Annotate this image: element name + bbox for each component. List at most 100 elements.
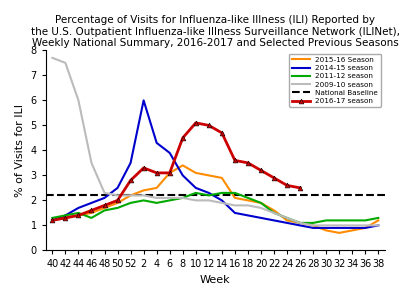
2015-16 Season: [141, 189, 146, 192]
2015-16 Season: [246, 199, 250, 202]
2011-12 season: [272, 211, 276, 215]
2009-10 season: [115, 194, 120, 197]
2011-12 season: [324, 219, 328, 222]
2014-15 season: [167, 151, 172, 155]
Line: 2011-12 season: 2011-12 season: [52, 193, 378, 223]
2009-10 season: [376, 224, 381, 227]
2009-10 season: [50, 56, 55, 60]
2014-15 season: [206, 191, 211, 195]
2014-15 season: [180, 174, 185, 177]
X-axis label: Week: Week: [200, 275, 231, 285]
2015-16 Season: [258, 201, 263, 205]
2011-12 season: [193, 191, 198, 195]
2009-10 season: [311, 224, 316, 227]
2016-17 season: [232, 159, 237, 162]
2011-12 season: [258, 201, 263, 205]
2014-15 season: [50, 219, 55, 222]
2014-15 season: [258, 216, 263, 220]
2016-17 season: [272, 176, 276, 180]
Line: 2014-15 season: 2014-15 season: [52, 100, 378, 228]
2015-16 Season: [89, 211, 94, 215]
2009-10 season: [350, 224, 355, 227]
2011-12 season: [285, 216, 290, 220]
2009-10 season: [180, 196, 185, 200]
2009-10 season: [102, 191, 107, 195]
2014-15 season: [193, 186, 198, 190]
2009-10 season: [167, 196, 172, 200]
2015-16 Season: [193, 171, 198, 175]
2011-12 season: [50, 216, 55, 220]
2009-10 season: [63, 61, 68, 65]
2011-12 season: [220, 191, 224, 195]
2009-10 season: [154, 196, 159, 200]
2015-16 Season: [324, 229, 328, 232]
2016-17 season: [246, 161, 250, 165]
2011-12 season: [180, 196, 185, 200]
2014-15 season: [246, 214, 250, 217]
2009-10 season: [206, 199, 211, 202]
Title: Percentage of Visits for Influenza-like Illness (ILI) Reported by
the U.S. Outpa: Percentage of Visits for Influenza-like …: [31, 15, 400, 48]
Line: 2015-16 Season: 2015-16 Season: [52, 165, 378, 233]
2016-17 season: [220, 131, 224, 135]
2014-15 season: [363, 226, 368, 230]
2016-17 season: [63, 216, 68, 220]
2016-17 season: [141, 166, 146, 170]
2016-17 season: [298, 186, 302, 190]
2015-16 Season: [285, 219, 290, 222]
2009-10 season: [272, 211, 276, 215]
2011-12 season: [246, 196, 250, 200]
2014-15 season: [128, 161, 133, 165]
2015-16 Season: [220, 176, 224, 180]
National Baseline: [63, 194, 68, 197]
2011-12 season: [376, 216, 381, 220]
2009-10 season: [324, 224, 328, 227]
2011-12 season: [350, 219, 355, 222]
Y-axis label: % of Visits for ILI: % of Visits for ILI: [15, 104, 25, 197]
2015-16 Season: [350, 229, 355, 232]
2014-15 season: [232, 211, 237, 215]
2015-16 Season: [154, 186, 159, 190]
2016-17 season: [154, 171, 159, 175]
2011-12 season: [141, 199, 146, 202]
2009-10 season: [193, 199, 198, 202]
2015-16 Season: [50, 219, 55, 222]
2011-12 season: [363, 219, 368, 222]
2016-17 season: [167, 171, 172, 175]
2015-16 Season: [63, 216, 68, 220]
2014-15 season: [298, 224, 302, 227]
Line: 2009-10 season: 2009-10 season: [52, 58, 378, 225]
2014-15 season: [337, 226, 342, 230]
2016-17 season: [206, 124, 211, 127]
2016-17 season: [115, 199, 120, 202]
2016-17 season: [50, 219, 55, 222]
2014-15 season: [115, 186, 120, 190]
2016-17 season: [258, 169, 263, 172]
2011-12 season: [337, 219, 342, 222]
2011-12 season: [154, 201, 159, 205]
2015-16 Season: [298, 221, 302, 225]
2016-17 season: [102, 204, 107, 207]
2015-16 Season: [337, 231, 342, 235]
2009-10 season: [337, 224, 342, 227]
2009-10 season: [258, 206, 263, 210]
2011-12 season: [167, 199, 172, 202]
2016-17 season: [89, 208, 94, 212]
2016-17 season: [193, 121, 198, 125]
2009-10 season: [220, 201, 224, 205]
2014-15 season: [63, 214, 68, 217]
2011-12 season: [206, 194, 211, 197]
2016-17 season: [76, 214, 81, 217]
2011-12 season: [76, 211, 81, 215]
2011-12 season: [63, 214, 68, 217]
2014-15 season: [141, 99, 146, 102]
2015-16 Season: [363, 226, 368, 230]
Line: 2016-17 season: 2016-17 season: [50, 121, 302, 223]
2015-16 Season: [167, 171, 172, 175]
2011-12 season: [298, 221, 302, 225]
2009-10 season: [298, 221, 302, 225]
2014-15 season: [272, 219, 276, 222]
2015-16 Season: [232, 196, 237, 200]
2011-12 season: [102, 208, 107, 212]
2015-16 Season: [376, 219, 381, 222]
2014-15 season: [350, 226, 355, 230]
